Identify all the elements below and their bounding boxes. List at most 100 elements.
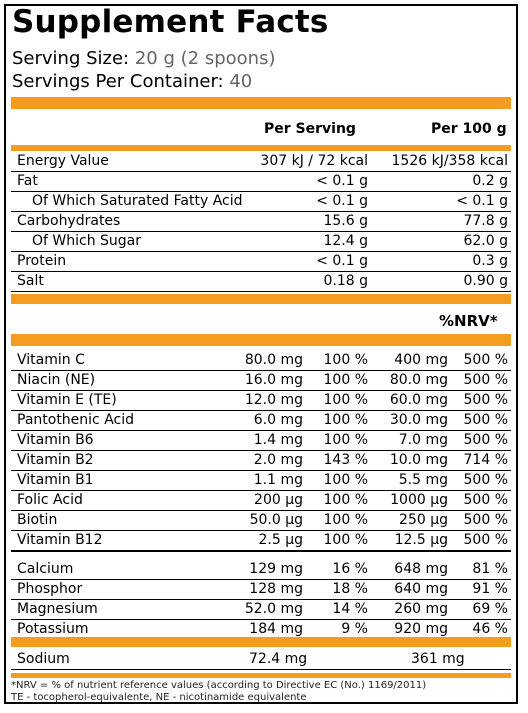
nutrient-name: Fat: [17, 173, 38, 189]
nutrient-name: Sodium: [17, 651, 70, 667]
nutrient-name: Pantothenic Acid: [17, 412, 135, 428]
table-row: Protein < 0.1 g 0.3 g: [11, 251, 511, 272]
table-row: Niacin (NE) 16.0 mg 100 % 80.0 mg 500 %: [11, 370, 511, 391]
per-serving-value: 15.6 g: [323, 213, 368, 229]
per-serving-nrv: 100 %: [323, 372, 368, 388]
nutrient-name: Vitamin B1: [17, 472, 94, 488]
per-100g-value: < 0.1 g: [456, 193, 508, 209]
table-row: Energy Value 307 kJ / 72 kcal 1526 kJ/358 …: [11, 151, 511, 172]
per-serving-amount: 2.0 mg: [253, 452, 303, 468]
nutrient-name: Of Which Sugar: [32, 233, 142, 249]
per-100g-value: 0.3 g: [472, 253, 508, 269]
per-100g-amount: 260 mg: [394, 601, 448, 617]
servings-per-container-value: 40: [229, 71, 253, 92]
table-row: Vitamin B2 2.0 mg 143 % 10.0 mg 714 %: [11, 450, 511, 471]
per-100g-amount: 60.0 mg: [389, 392, 448, 408]
per-serving-value: < 0.1 g: [316, 193, 368, 209]
table-row: Of Which Saturated Fatty Acid < 0.1 g < 0.…: [11, 191, 511, 212]
table-row: Calcium 129 mg 16 % 648 mg 81 %: [11, 559, 511, 580]
table-row: Vitamin C 80.0 mg 100 % 400 mg 500 %: [11, 350, 511, 371]
per-serving-amount: 128 mg: [249, 581, 303, 597]
panel-title: Supplement Facts: [12, 4, 329, 40]
nutrient-name: Vitamin B6: [17, 432, 94, 448]
per-100g-amount: 12.5 µg: [394, 532, 448, 548]
per-serving-amount: 72.4 mg: [249, 651, 308, 667]
serving-size-value: 20 g (2 spoons): [134, 48, 276, 69]
per-serving-amount: 50.0 µg: [249, 512, 303, 528]
per-100g-nrv: 500 %: [463, 492, 508, 508]
per-serving-amount: 12.0 mg: [244, 392, 303, 408]
table-row: Phosphor 128 mg 18 % 640 mg 91 %: [11, 579, 511, 600]
per-serving-nrv: 100 %: [323, 472, 368, 488]
per-serving-nrv: 9 %: [341, 621, 368, 637]
nutrient-name: Phosphor: [17, 581, 83, 597]
per-serving-amount: 6.0 mg: [253, 412, 303, 428]
header-nrv: %NRV*: [439, 312, 498, 330]
nutrient-name: Potassium: [17, 621, 89, 637]
per-serving-amount: 200 µg: [254, 492, 303, 508]
per-100g-nrv: 500 %: [463, 432, 508, 448]
per-100g-nrv: 69 %: [472, 601, 508, 617]
servings-per-container: Servings Per Container: 40: [12, 71, 252, 92]
per-serving-nrv: 100 %: [323, 532, 368, 548]
per-serving-value: 0.18 g: [323, 273, 368, 289]
per-serving-nrv: 18 %: [332, 581, 368, 597]
per-100g-nrv: 500 %: [463, 392, 508, 408]
nutrient-name: Folic Acid: [17, 492, 83, 508]
per-serving-nrv: 100 %: [323, 352, 368, 368]
per-100g-nrv: 91 %: [472, 581, 508, 597]
per-100g-nrv: 81 %: [472, 561, 508, 577]
table-row: Vitamin E (TE) 12.0 mg 100 % 60.0 mg 500 %: [11, 390, 511, 411]
per-100g-nrv: 500 %: [463, 532, 508, 548]
section-divider: [11, 551, 511, 552]
table-row: Carbohydrates 15.6 g 77.8 g: [11, 211, 511, 232]
per-serving-amount: 184 mg: [249, 621, 303, 637]
table-row: Fat < 0.1 g 0.2 g: [11, 171, 511, 192]
table-row: Salt 0.18 g 0.90 g: [11, 271, 511, 292]
per-serving-value: 307 kJ / 72 kcal: [260, 153, 368, 169]
nutrient-name: Carbohydrates: [17, 213, 121, 229]
divider-bar: [11, 334, 511, 346]
nutrient-name: Energy Value: [17, 153, 109, 169]
header-per-serving: Per Serving: [264, 121, 356, 137]
per-100g-nrv: 500 %: [463, 372, 508, 388]
per-100g-amount: 648 mg: [394, 561, 448, 577]
table-row: Vitamin B12 2.5 µg 100 % 12.5 µg 500 %: [11, 530, 511, 551]
per-serving-value: < 0.1 g: [316, 173, 368, 189]
nutrient-name: Magnesium: [17, 601, 98, 617]
per-100g-value: 0.2 g: [472, 173, 508, 189]
per-100g-nrv: 500 %: [463, 352, 508, 368]
per-serving-nrv: 16 %: [332, 561, 368, 577]
supplement-facts-panel: Supplement Facts Serving Size: 20 g (2 s…: [4, 4, 518, 704]
table-row: Biotin 50.0 µg 100 % 250 µg 500 %: [11, 510, 511, 531]
per-100g-value: 62.0 g: [463, 233, 508, 249]
per-100g-amount: 80.0 mg: [389, 372, 448, 388]
per-serving-amount: 1.1 mg: [253, 472, 303, 488]
nutrient-name: Protein: [17, 253, 67, 269]
per-serving-nrv: 100 %: [323, 512, 368, 528]
per-100g-amount: 361 mg: [411, 651, 465, 667]
table-row: Of Which Sugar 12.4 g 62.0 g: [11, 231, 511, 252]
per-serving-amount: 129 mg: [249, 561, 303, 577]
header-100g-label: 100 g: [462, 121, 507, 137]
per-100g-amount: 5.5 mg: [398, 472, 448, 488]
footnote-abbreviations: TE - tocopherol-equivalente, NE - nicoti…: [11, 692, 307, 703]
per-100g-nrv: 500 %: [463, 412, 508, 428]
table-row: Pantothenic Acid 6.0 mg 100 % 30.0 mg 500 %: [11, 410, 511, 431]
serving-size: Serving Size: 20 g (2 spoons): [12, 48, 275, 69]
per-100g-value: 77.8 g: [463, 213, 508, 229]
table-row-sodium: Sodium 72.4 mg 361 mg: [11, 649, 511, 670]
per-serving-nrv: 100 %: [323, 412, 368, 428]
per-serving-amount: 80.0 mg: [244, 352, 303, 368]
per-serving-nrv: 100 %: [323, 432, 368, 448]
per-serving-nrv: 14 %: [332, 601, 368, 617]
per-serving-nrv: 143 %: [323, 452, 368, 468]
nutrient-name: Biotin: [17, 512, 58, 528]
per-serving-amount: 2.5 µg: [258, 532, 303, 548]
per-100g-amount: 250 µg: [399, 512, 448, 528]
per-100g-amount: 920 mg: [394, 621, 448, 637]
per-100g-amount: 1000 µg: [390, 492, 448, 508]
per-serving-nrv: 100 %: [323, 392, 368, 408]
per-serving-amount: 16.0 mg: [244, 372, 303, 388]
nutrient-name: Vitamin E (TE): [17, 392, 117, 408]
